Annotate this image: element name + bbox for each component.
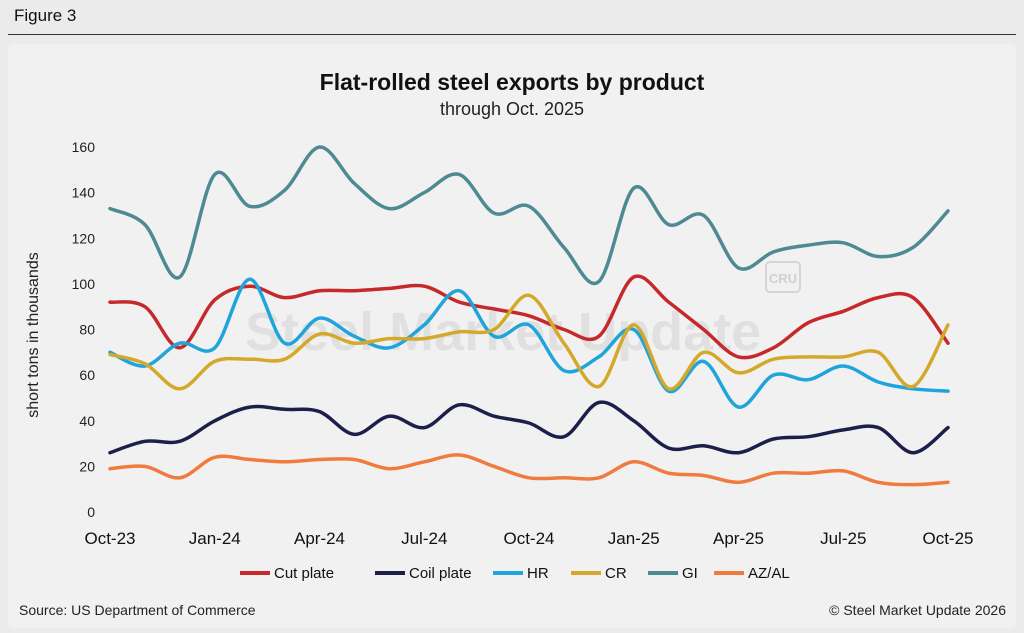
x-tick-label: Apr-25	[713, 529, 764, 548]
y-tick-label: 80	[79, 322, 95, 338]
copyright-note: © Steel Market Update 2026	[829, 602, 1006, 618]
watermark-badge: CRU	[765, 261, 801, 293]
legend: Cut plate Coil plate HR CR GI AZ/AL	[240, 565, 790, 582]
x-tick-label: Oct-24	[503, 529, 554, 548]
legend-item-cr: CR	[571, 565, 627, 582]
legend-item-gi: GI	[648, 565, 698, 582]
legend-item-hr: HR	[493, 565, 549, 582]
series-line-az-al	[108, 453, 950, 487]
figure-divider	[8, 34, 1016, 35]
y-tick-label: 120	[72, 230, 96, 246]
y-tick-label: 160	[72, 139, 96, 155]
source-note: Source: US Department of Commerce	[19, 602, 256, 618]
y-tick-label: 100	[72, 276, 96, 292]
series-line-gi	[108, 145, 950, 286]
legend-label: Cut plate	[274, 565, 334, 582]
legend-item-cut-plate: Cut plate	[240, 565, 334, 582]
x-tick-label: Oct-25	[922, 529, 973, 548]
x-tick-label: Jul-25	[820, 529, 866, 548]
y-axis-ticks: 0 20 40 60 80 100 120 140 160	[72, 139, 96, 520]
y-tick-label: 0	[87, 504, 95, 520]
chart-panel	[8, 44, 1016, 628]
legend-item-coil-plate: Coil plate	[375, 565, 472, 582]
legend-label: HR	[527, 565, 549, 582]
series-line-cut-plate	[108, 274, 950, 360]
series-line-hr	[108, 277, 950, 409]
legend-label: GI	[682, 565, 698, 582]
y-tick-label: 20	[79, 458, 95, 474]
chart-subtitle: through Oct. 2025	[439, 99, 585, 119]
x-tick-label: Apr-24	[294, 529, 345, 548]
legend-label: AZ/AL	[748, 565, 790, 582]
x-tick-label: Jan-24	[189, 529, 241, 548]
y-tick-label: 140	[72, 185, 96, 201]
figure-label: Figure 3	[14, 6, 77, 25]
legend-label: CR	[605, 565, 627, 582]
legend-label: Coil plate	[409, 565, 472, 582]
x-tick-label: Oct-23	[84, 529, 135, 548]
legend-item-az-al: AZ/AL	[714, 565, 790, 582]
x-tick-label: Jan-25	[608, 529, 660, 548]
series-line-cr	[108, 293, 950, 391]
x-axis-ticks: Oct-23 Jan-24 Apr-24 Jul-24 Oct-24 Jan-25 Apr-…	[84, 529, 973, 548]
y-axis-label: short tons in thousands	[25, 252, 42, 417]
watermark-badge-text: CRU	[769, 271, 797, 286]
series-line-coil-plate	[108, 400, 950, 455]
y-tick-label: 40	[79, 413, 95, 429]
x-tick-label: Jul-24	[401, 529, 447, 548]
y-tick-label: 60	[79, 367, 95, 383]
chart-title: Flat-rolled steel exports by product	[319, 69, 705, 95]
series-lines	[108, 145, 950, 487]
